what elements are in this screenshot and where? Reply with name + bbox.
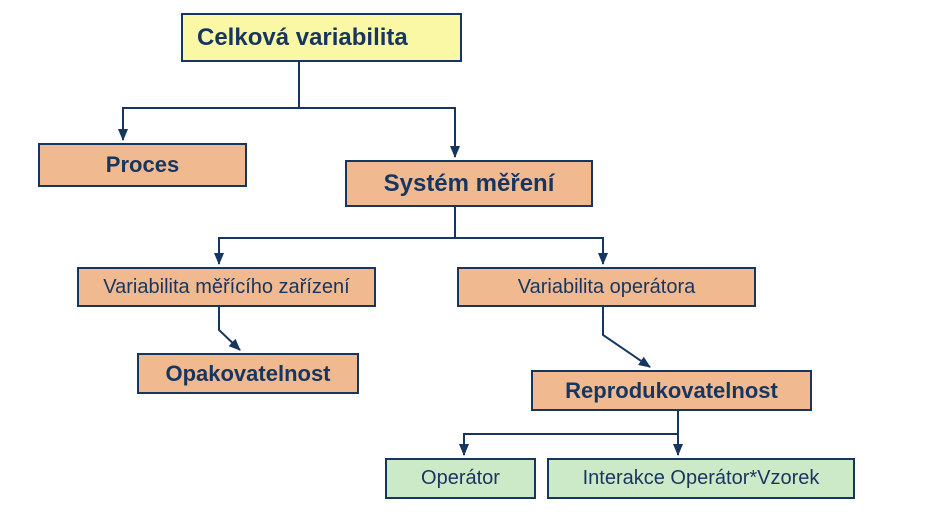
node-system-mereni: Systém měření (345, 160, 593, 207)
node-operator: Operátor (385, 458, 536, 499)
node-label: Opakovatelnost (165, 361, 330, 386)
node-label: Celková variabilita (197, 24, 408, 52)
node-variabilita-zarizeni: Variabilita měřícího zařízení (77, 267, 376, 307)
node-label: Reprodukovatelnost (565, 378, 778, 403)
node-label: Variabilita měřícího zařízení (103, 276, 349, 299)
node-label: Proces (106, 152, 179, 177)
node-reprodukovatelnost: Reprodukovatelnost (531, 370, 812, 411)
node-variabilita-operatora: Variabilita operátora (457, 267, 756, 307)
node-label: Operátor (421, 467, 500, 490)
edges-layer (0, 0, 947, 520)
node-proces: Proces (38, 143, 247, 187)
diagram-canvas: Celková variabilita Proces Systém měření… (0, 0, 947, 520)
node-label: Variabilita operátora (518, 276, 696, 299)
node-label: Interakce Operátor*Vzorek (583, 467, 820, 490)
node-celkova-variabilita: Celková variabilita (181, 13, 462, 62)
node-label: Systém měření (384, 170, 555, 198)
node-interakce: Interakce Operátor*Vzorek (547, 458, 855, 499)
node-opakovatelnost: Opakovatelnost (137, 353, 359, 394)
